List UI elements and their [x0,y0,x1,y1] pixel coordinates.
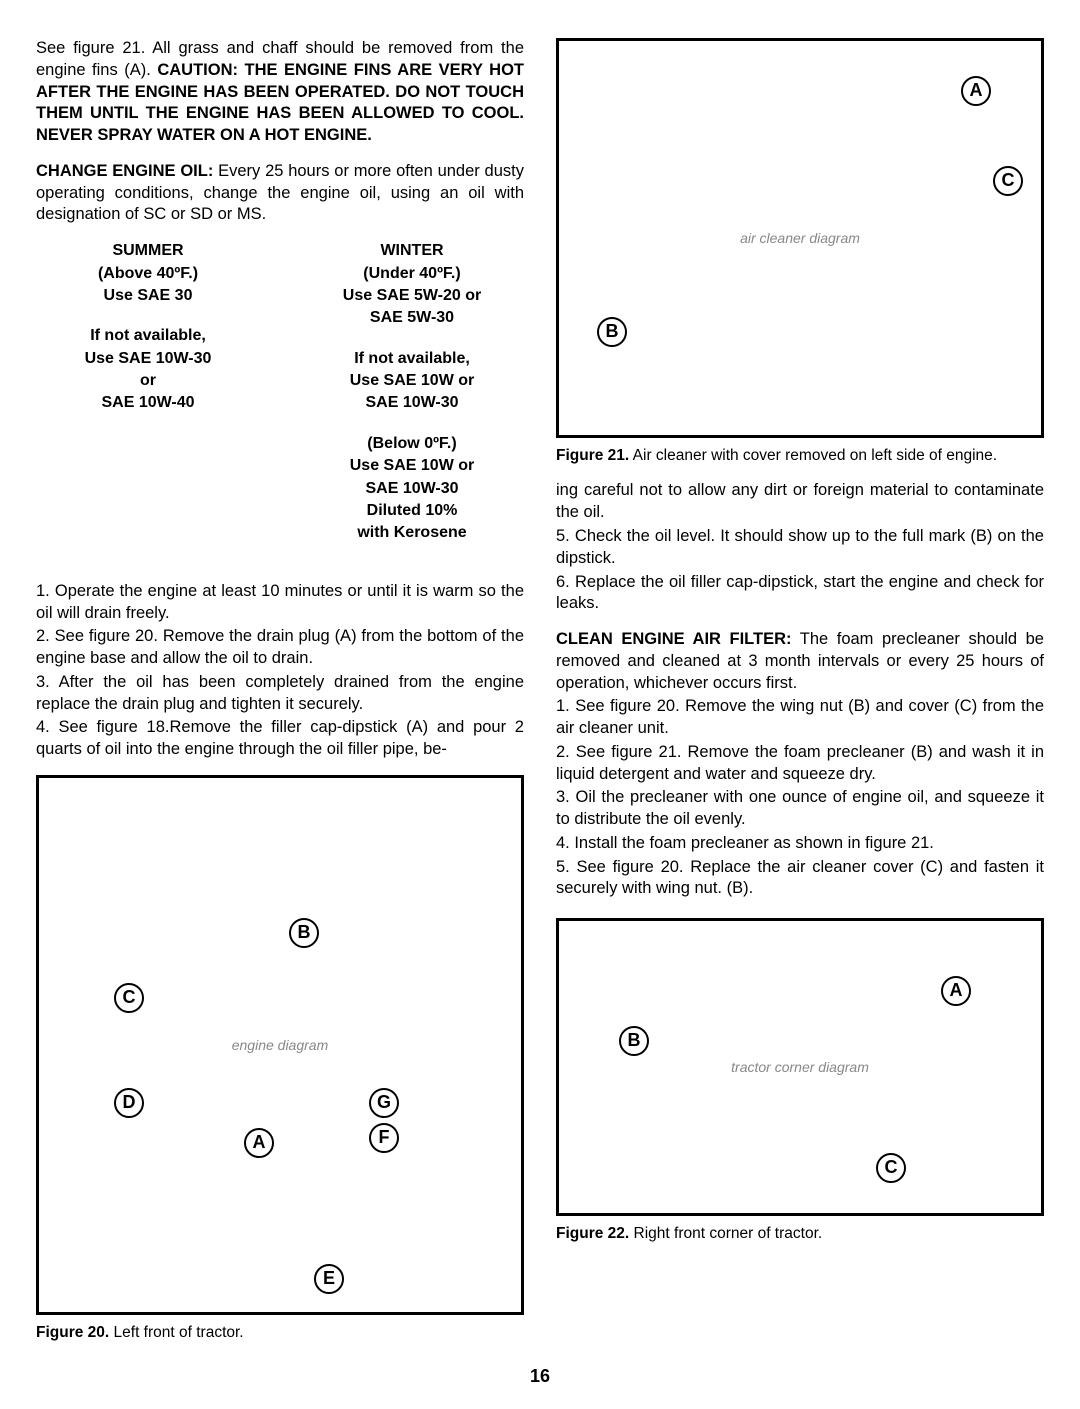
oil-step-3: 3. After the oil has been completely dra… [36,672,524,716]
figure-20-caption: Figure 20. Left front of tractor. [36,1323,524,1343]
oil-step-6: 6. Replace the oil filler cap-dipstick, … [556,572,1044,616]
winter-b3: SAE 10W-30 [300,478,524,500]
page-number: 16 [36,1365,1044,1389]
summer-title: SUMMER [36,240,260,262]
air-filter-heading: CLEAN ENGINE AIR FILTER: [556,630,792,648]
winter-cond: (Under 40ºF.) [300,263,524,285]
winter-alt2: Use SAE 10W or [300,370,524,392]
winter-b5: with Kerosene [300,522,524,544]
oil-step-1: 1. Operate the engine at least 10 minute… [36,581,524,625]
paragraph-air-filter: CLEAN ENGINE AIR FILTER: The foam precle… [556,629,1044,694]
paragraph-change-oil: CHANGE ENGINE OIL: Every 25 hours or mor… [36,161,524,226]
air-step-3: 3. Oil the precleaner with one ounce of … [556,787,1044,831]
callout-E: E [314,1264,344,1294]
fig21-cap-text: Air cleaner with cover removed on left s… [629,447,997,464]
summer-alt2: Use SAE 10W-30 [36,348,260,370]
callout-F: F [369,1123,399,1153]
callout-D: D [114,1088,144,1118]
oil-winter-col: WINTER (Under 40ºF.) Use SAE 5W-20 or SA… [300,240,524,563]
winter-b1: (Below 0ºF.) [300,433,524,455]
winter-alt1: If not available, [300,348,524,370]
summer-alt3: or [36,370,260,392]
winter-below: (Below 0ºF.) Use SAE 10W or SAE 10W-30 D… [300,433,524,545]
figure-22: tractor corner diagram A B C [556,918,1044,1216]
summer-alt1: If not available, [36,325,260,347]
winter-alt3: SAE 10W-30 [300,392,524,414]
figure-22-placeholder: tractor corner diagram [721,1048,879,1086]
air-step-2: 2. See figure 21. Remove the foam precle… [556,742,1044,786]
fig20-cap-text: Left front of tractor. [109,1324,243,1341]
oil-summer-col: SUMMER (Above 40ºF.) Use SAE 30 If not a… [36,240,260,563]
right-column: air cleaner diagram A C B Figure 21. Air… [556,38,1044,1357]
oil-step-4-cont: ing careful not to allow any dirt or for… [556,480,1044,524]
callout-A: A [244,1128,274,1158]
winter-primary: WINTER (Under 40ºF.) Use SAE 5W-20 or SA… [300,240,524,330]
callout-21-C: C [993,166,1023,196]
figure-21-caption: Figure 21. Air cleaner with cover remove… [556,446,1044,466]
summer-alt4: SAE 10W-40 [36,392,260,414]
callout-22-B: B [619,1026,649,1056]
figure-22-caption: Figure 22. Right front corner of tractor… [556,1224,1044,1244]
winter-title: WINTER [300,240,524,262]
left-column: See figure 21. All grass and chaff shoul… [36,38,524,1357]
winter-use1: Use SAE 5W-20 or [300,285,524,307]
callout-21-A: A [961,76,991,106]
oil-step-4: 4. See figure 18.Remove the filler cap-d… [36,717,524,761]
winter-alt: If not available, Use SAE 10W or SAE 10W… [300,348,524,415]
figure-21-placeholder: air cleaner diagram [730,219,870,257]
paragraph-fins: See figure 21. All grass and chaff shoul… [36,38,524,147]
callout-22-C: C [876,1153,906,1183]
fig22-cap-text: Right front corner of tractor. [629,1225,822,1242]
summer-cond: (Above 40ºF.) [36,263,260,285]
winter-use2: SAE 5W-30 [300,307,524,329]
oil-step-2: 2. See figure 20. Remove the drain plug … [36,626,524,670]
oil-spec-table: SUMMER (Above 40ºF.) Use SAE 30 If not a… [36,240,524,563]
page-columns: See figure 21. All grass and chaff shoul… [36,38,1044,1357]
figure-20-placeholder: engine diagram [222,1026,339,1064]
air-step-4: 4. Install the foam precleaner as shown … [556,833,1044,855]
callout-B: B [289,918,319,948]
winter-b2: Use SAE 10W or [300,455,524,477]
summer-primary: SUMMER (Above 40ºF.) Use SAE 30 [36,240,260,307]
winter-b4: Diluted 10% [300,500,524,522]
figure-20: engine diagram B C D A G F E [36,775,524,1315]
summer-alt: If not available, Use SAE 10W-30 or SAE … [36,325,260,415]
oil-step-5: 5. Check the oil level. It should show u… [556,526,1044,570]
fig21-cap-num: Figure 21. [556,447,629,464]
figure-21: air cleaner diagram A C B [556,38,1044,438]
callout-21-B: B [597,317,627,347]
fig20-cap-num: Figure 20. [36,1324,109,1341]
fig22-cap-num: Figure 22. [556,1225,629,1242]
summer-use: Use SAE 30 [36,285,260,307]
callout-22-A: A [941,976,971,1006]
callout-C: C [114,983,144,1013]
air-step-1: 1. See figure 20. Remove the wing nut (B… [556,696,1044,740]
change-oil-heading: CHANGE ENGINE OIL: [36,162,213,180]
callout-G: G [369,1088,399,1118]
air-step-5: 5. See figure 20. Replace the air cleane… [556,857,1044,901]
